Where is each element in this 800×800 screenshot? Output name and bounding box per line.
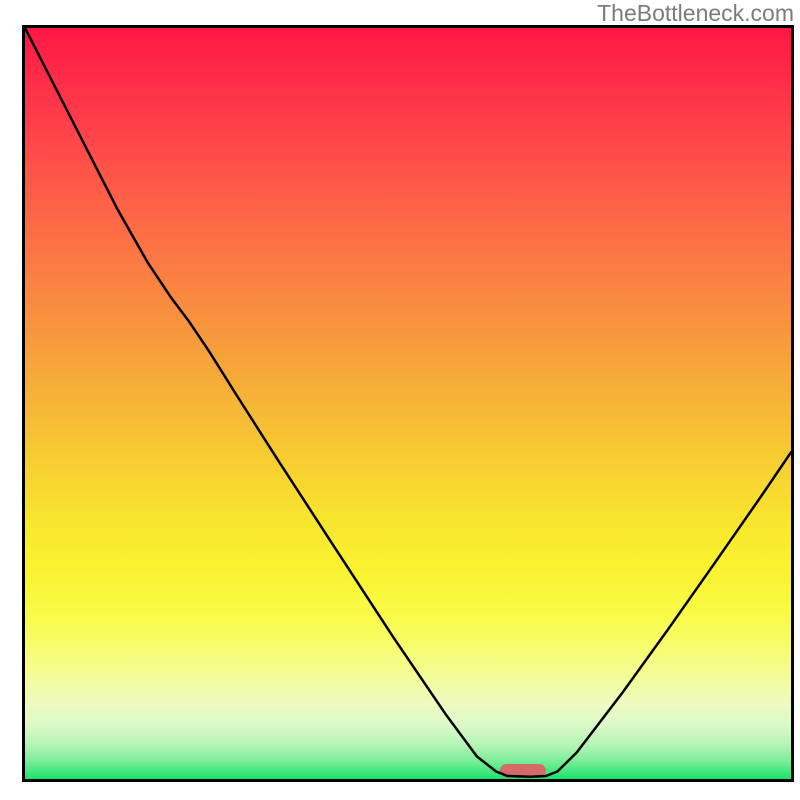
watermark-text: TheBottleneck.com xyxy=(597,0,794,27)
bottleneck-chart: TheBottleneck.com xyxy=(0,0,800,800)
plot-frame xyxy=(22,25,794,782)
